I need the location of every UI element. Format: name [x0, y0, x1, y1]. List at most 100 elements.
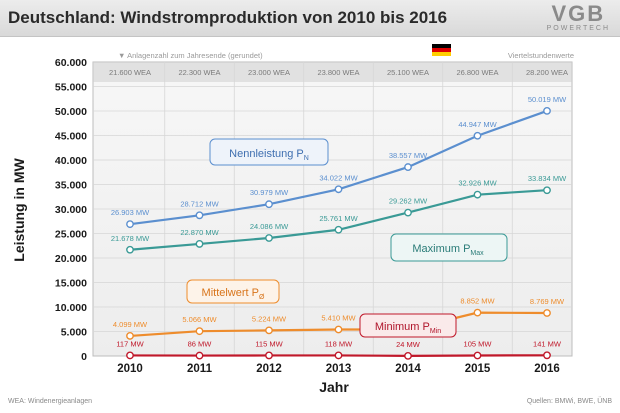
legend-mittel-main: Mittelwert P: [202, 287, 259, 299]
wea-band: [93, 62, 572, 82]
data-label-max: 33.834 MW: [528, 174, 567, 183]
data-label-min: 105 MW: [464, 339, 493, 348]
point-min: [126, 351, 134, 360]
data-label-max: 24.086 MW: [250, 222, 289, 231]
point-nenn: [334, 185, 343, 194]
legend-min-box: [359, 313, 457, 338]
wea-count-label: 22.300 WEA: [178, 68, 220, 77]
x-tick-label: 2014: [395, 363, 421, 375]
point-max: [265, 234, 273, 242]
point-nenn: [126, 220, 134, 229]
flag-stripe-red: [432, 48, 451, 52]
legend-mittel: Mittelwert PØ: [186, 279, 280, 304]
vgb-logo: VGB POWERTECH: [546, 1, 610, 33]
wind-power-chart: 0 5.000 10.000 15.000 20.000 25.000 30.000 35.0…: [11, 44, 574, 395]
legend-nenn-sub: N: [304, 155, 309, 162]
logo-main-text: VGB: [551, 1, 606, 26]
y-tick-label: 50.000: [55, 106, 87, 118]
y-tick-label: 35.000: [55, 180, 87, 192]
point-nenn: [265, 200, 273, 209]
y-tick-label: 55.000: [55, 82, 87, 94]
point-min: [195, 351, 204, 360]
data-label-mittel: 4.099 MW: [113, 320, 148, 329]
legend-min-main: Minimum P: [375, 321, 430, 333]
x-tick-label: 2011: [187, 363, 213, 375]
wea-count-label: 25.100 WEA: [387, 68, 429, 77]
data-label-min: 118 MW: [325, 339, 353, 348]
data-label-max: 29.262 MW: [389, 197, 428, 206]
wea-count-label: 26.800 WEA: [456, 68, 498, 77]
legend-min-sub: Min: [430, 328, 441, 335]
wea-count-label: 21.600 WEA: [109, 68, 151, 77]
legend-max: Maximum PMax: [390, 233, 508, 262]
point-nenn: [195, 211, 204, 220]
point-min: [543, 351, 551, 360]
data-label-min: 117 MW: [116, 339, 144, 348]
y-axis-label: Leistung in MW: [11, 158, 27, 262]
data-label-nenn: 30.979 MW: [250, 188, 289, 197]
note-right: Viertelstundenwerte: [508, 51, 574, 60]
point-max: [543, 186, 551, 195]
wea-header: ▼ Anlagenzahl zum Jahresende (gerundet): [118, 51, 263, 60]
point-mittel: [126, 332, 134, 340]
point-nenn: [404, 163, 412, 171]
x-tick-label: 2010: [117, 363, 143, 375]
legend-max-text: Maximum PMax: [412, 243, 484, 257]
point-nenn: [473, 131, 482, 140]
data-labels: 26.903 MW 28.712 MW 30.979 MW 34.022 MW 38.5…: [111, 95, 567, 349]
y-tick-label: 15.000: [55, 278, 87, 290]
data-label-mittel: 5.066 MW: [182, 315, 217, 324]
legend-max-box: [390, 233, 508, 262]
y-axis: 0 5.000 10.000 15.000 20.000 25.000 30.000 35.0…: [55, 57, 87, 363]
data-label-min: 86 MW: [188, 340, 213, 349]
point-max: [195, 240, 204, 248]
wea-count-label: 23.000 WEA: [248, 68, 290, 77]
data-label-mittel: 8.852 MW: [460, 297, 495, 306]
data-label-max: 25.761 MW: [319, 214, 358, 223]
legend-min-text: Minimum PMin: [375, 321, 441, 335]
legend-min: Minimum PMin: [359, 313, 457, 338]
wea-count-label: 28.200 WEA: [526, 68, 568, 77]
y-tick-label: 5.000: [61, 327, 87, 339]
page-title: Deutschland: Windstromproduktion von 201…: [8, 8, 448, 27]
point-mittel: [334, 325, 343, 334]
point-max: [404, 208, 412, 217]
grid: [93, 62, 572, 356]
german-flag: [432, 44, 451, 56]
legend-nenn-text: Nennleistung PN: [229, 148, 309, 162]
y-tick-label: 20.000: [55, 253, 87, 265]
x-tick-label: 2013: [326, 363, 352, 375]
point-mittel: [543, 309, 551, 317]
y-tick-label: 60.000: [55, 57, 87, 69]
data-label-nenn: 38.557 MW: [389, 151, 428, 160]
legend-max-main: Maximum P: [412, 243, 470, 255]
y-tick-label: 30.000: [55, 204, 87, 216]
flag-stripe-gold: [432, 52, 451, 56]
point-nenn: [543, 107, 551, 115]
data-label-mittel: 8.769 MW: [530, 297, 565, 306]
x-tick-label: 2016: [534, 363, 560, 375]
point-max: [126, 245, 134, 254]
data-label-nenn: 26.903 MW: [111, 208, 150, 217]
y-tick-label: 40.000: [55, 155, 87, 167]
data-label-max: 21.678 MW: [111, 234, 150, 243]
data-label-nenn: 50.019 MW: [528, 95, 567, 104]
data-label-nenn: 28.712 MW: [180, 199, 219, 208]
data-label-nenn: 34.022 MW: [319, 173, 358, 182]
y-tick-label: 10.000: [55, 302, 87, 314]
legend-mittel-box: [186, 279, 280, 304]
title-bar: Deutschland: Windstromproduktion von 201…: [0, 0, 620, 37]
data-label-nenn: 44.947 MW: [458, 120, 497, 129]
x-axis: 2010 2011 2012 2013 2014 2015 2016: [117, 363, 560, 375]
logo-sub-text: POWERTECH: [546, 25, 610, 32]
wea-counts: 21.600 WEA 22.300 WEA 23.000 WEA 23.800 WEA…: [109, 68, 568, 77]
footer-left: WEA: Windenergieanlagen: [8, 398, 93, 405]
legend-mittel-text: Mittelwert PØ: [202, 287, 265, 301]
data-label-min: 141 MW: [533, 339, 562, 348]
y-tick-label: 25.000: [55, 229, 87, 241]
point-max: [334, 225, 343, 234]
point-min: [404, 351, 412, 360]
data-label-max: 32.926 MW: [458, 179, 497, 188]
x-tick-label: 2015: [465, 363, 491, 375]
point-min: [265, 351, 273, 360]
